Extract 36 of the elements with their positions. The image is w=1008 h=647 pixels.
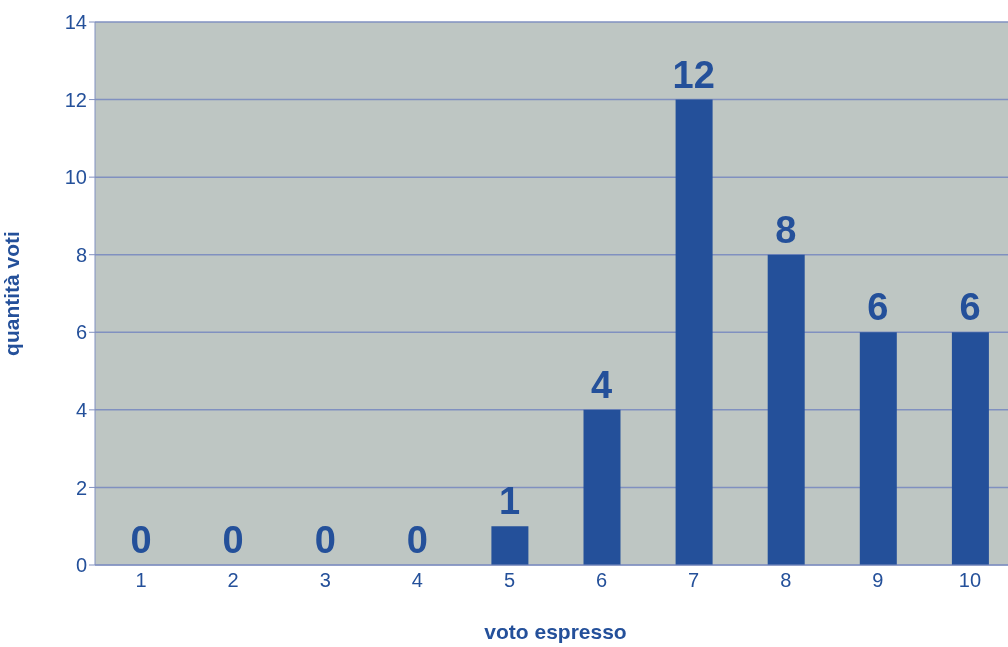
y-tick-label: 0 [75,554,87,577]
bar [675,99,713,565]
bar [767,254,805,565]
x-tick-label: 7 [688,569,700,592]
data-label: 6 [867,286,889,329]
bar [859,332,897,565]
x-tick-label: 3 [319,569,331,592]
data-label: 12 [672,53,715,96]
x-tick-label: 10 [958,569,982,592]
y-tick-label: 2 [75,476,87,499]
data-label: 0 [222,519,244,561]
y-tick-label: 6 [75,321,87,344]
y-tick-label: 10 [64,166,87,189]
x-tick-label: 6 [595,569,608,592]
y-tick-label: 12 [64,88,87,111]
x-tick-label: 2 [227,569,239,592]
data-label: 1 [498,480,521,523]
data-label: 0 [314,519,336,561]
x-tick-label: 5 [503,569,516,592]
data-label: 0 [406,519,428,561]
y-tick-label: 4 [75,398,87,421]
bar [583,409,621,565]
x-tick-label: 4 [411,569,423,592]
bar [951,332,989,565]
x-tick-label: 9 [872,569,884,592]
x-axis-title: voto espresso [484,620,627,643]
data-label: 4 [590,363,613,406]
x-tick-label: 8 [780,569,792,592]
data-label: 0 [130,519,152,561]
y-tick-label: 8 [75,243,87,266]
data-label: 8 [775,208,797,251]
y-axis-title: quantità voti [0,231,24,356]
bar [491,526,529,565]
data-label: 6 [959,286,981,329]
x-tick-label: 1 [135,569,147,592]
y-tick-label: 14 [64,11,87,34]
